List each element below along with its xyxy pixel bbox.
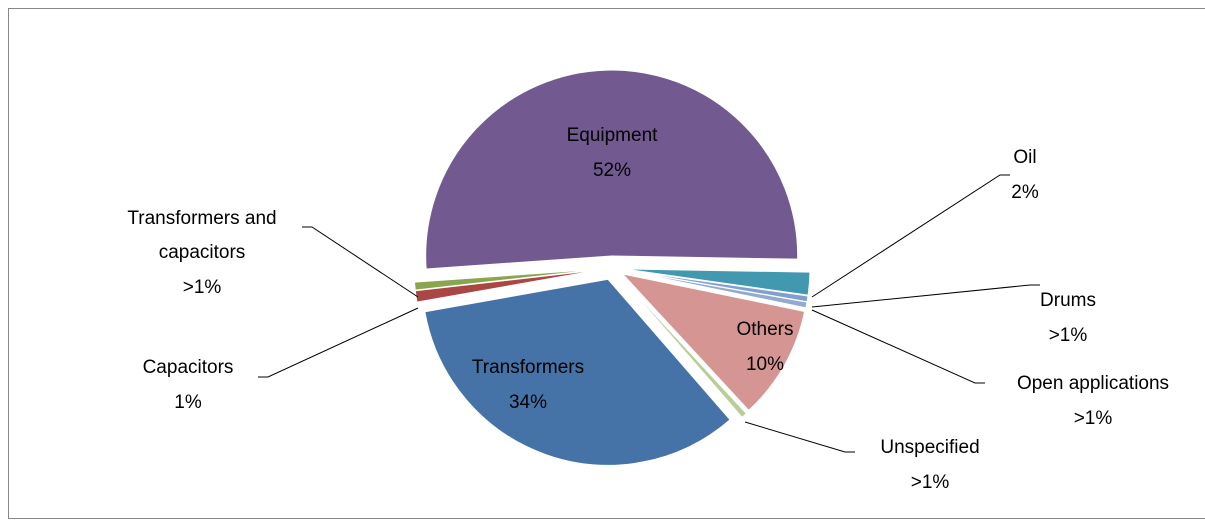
- slice-label: Capacitors 1%: [143, 350, 234, 420]
- value-label: >1%: [1048, 325, 1088, 346]
- slice-label: Open applications >1%: [1017, 366, 1169, 436]
- slice-label: Drums >1%: [1040, 283, 1096, 353]
- category-label: Drums: [1040, 290, 1096, 311]
- pie-slice: [621, 273, 806, 412]
- value-label: >1%: [1073, 408, 1113, 429]
- pie-slice: [623, 268, 811, 296]
- category-label: Transformers: [471, 357, 585, 378]
- pie-slice: [425, 69, 799, 270]
- slice-label: Unspecified >1%: [880, 430, 979, 500]
- slice-label: Oil 2%: [1011, 140, 1038, 210]
- pie-slice: [619, 276, 748, 419]
- pie-slice: [424, 278, 731, 466]
- slice-label: Equipment 52%: [567, 118, 658, 188]
- leader-line: [744, 421, 855, 453]
- category-label: Unspecified: [880, 437, 980, 458]
- slice-label: Transformers and capacitors >1%: [87, 202, 317, 305]
- leader-line: [258, 307, 419, 378]
- value-label: 52%: [592, 160, 632, 181]
- value-label: >1%: [182, 277, 222, 298]
- slice-label: Others 10%: [736, 312, 793, 382]
- value-label: 1%: [174, 392, 202, 413]
- leader-line: [811, 284, 1040, 308]
- value-label: 10%: [745, 354, 785, 375]
- leader-line: [811, 174, 1010, 298]
- category-label: Equipment: [566, 125, 658, 146]
- slice-label: Transformers 34%: [472, 350, 584, 420]
- pie-slice: [414, 269, 601, 303]
- category-label: Capacitors: [142, 357, 234, 378]
- category-label: Oil: [1013, 147, 1037, 168]
- category-label: Transformers and capacitors: [127, 208, 277, 263]
- value-label: 2%: [1011, 182, 1039, 203]
- leader-line: [811, 309, 985, 384]
- value-label: >1%: [910, 472, 950, 493]
- pie-slice: [413, 268, 601, 291]
- category-label: Open applications: [1016, 373, 1170, 394]
- leader-line: [302, 226, 419, 298]
- category-label: Others: [736, 319, 794, 340]
- value-label: 34%: [508, 392, 548, 413]
- pie-slice: [623, 269, 808, 309]
